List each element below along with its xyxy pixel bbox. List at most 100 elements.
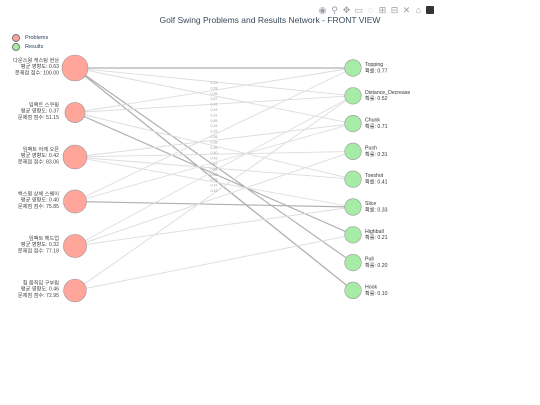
problem-label: 임팩트 스쿠핑 bbox=[29, 101, 59, 109]
edge-weight-label: 0.85 bbox=[211, 119, 218, 123]
problem-node[interactable] bbox=[63, 278, 87, 303]
result-label: Topping bbox=[365, 62, 383, 68]
edge-3-5 bbox=[74, 200, 354, 208]
result-label: 확률: 0.41 bbox=[365, 178, 388, 186]
edge-weight-label: 0.33 bbox=[211, 130, 218, 134]
edge-2-2 bbox=[74, 123, 354, 158]
problem-label: 다운스윙 캐스팅 현상 bbox=[13, 56, 59, 64]
legend-item-results[interactable]: Results bbox=[12, 42, 48, 51]
edge-layer bbox=[74, 67, 354, 291]
zoom-in-icon[interactable]: ⊞ bbox=[378, 4, 387, 15]
zoom-icon[interactable]: ⚲ bbox=[331, 4, 338, 15]
chart-title: Golf Swing Problems and Results Network … bbox=[159, 15, 381, 25]
edge-weight-label: 0.38 bbox=[211, 140, 218, 144]
result-node[interactable] bbox=[344, 226, 362, 244]
result-label: 확률: 0.10 bbox=[365, 289, 388, 297]
legend: Problems Results bbox=[12, 33, 48, 51]
edge-4-3 bbox=[74, 150, 354, 247]
problem-label: 임팩트 헤드업 bbox=[29, 234, 59, 242]
results-legend-marker bbox=[12, 42, 20, 51]
edge-4-5 bbox=[74, 206, 354, 247]
problem-node[interactable] bbox=[63, 234, 87, 258]
problem-label: 문제점 점수: 75.85 bbox=[18, 202, 59, 210]
edge-weight-label: 0.40 bbox=[211, 151, 218, 155]
result-node[interactable] bbox=[344, 142, 362, 160]
problem-node[interactable] bbox=[61, 54, 89, 82]
reset-icon[interactable]: ⌂ bbox=[415, 4, 422, 15]
edge-weight-label: 0.23 bbox=[211, 81, 218, 85]
edge-5-1 bbox=[74, 95, 354, 291]
result-node[interactable] bbox=[344, 254, 362, 272]
edge-1-6 bbox=[74, 111, 354, 236]
result-node[interactable] bbox=[344, 170, 362, 188]
lasso-icon[interactable]: ◌ bbox=[367, 4, 374, 15]
problem-label: 문제점 점수: 51.15 bbox=[18, 113, 59, 121]
edge-1-0 bbox=[74, 67, 354, 113]
edge-weight-label: 0.47 bbox=[211, 184, 218, 188]
edge-weight-label: 0.31 bbox=[211, 113, 218, 117]
edge-weight-label: 0.36 bbox=[211, 135, 218, 139]
problem-label: 힙 움직임 구부림 bbox=[23, 279, 60, 287]
edge-weight-label: 0.41 bbox=[211, 103, 218, 107]
problem-label: 평균 영향도: 0.40 bbox=[21, 196, 59, 204]
result-label: 확률: 0.21 bbox=[365, 233, 388, 241]
result-node[interactable] bbox=[344, 59, 362, 77]
problem-label: 백스윙 상체 스웨이 bbox=[18, 190, 59, 198]
result-label: 확률: 0.20 bbox=[365, 261, 388, 269]
result-label: Chunk bbox=[365, 118, 380, 124]
result-label: Push bbox=[365, 145, 377, 151]
problems-legend-marker bbox=[12, 33, 20, 42]
edge-weight-label: 0.42 bbox=[211, 167, 218, 171]
result-label: Highball bbox=[365, 229, 384, 235]
result-node[interactable] bbox=[344, 198, 362, 216]
result-label: Distance_Decrease bbox=[365, 90, 410, 96]
box-select-icon[interactable]: ▭ bbox=[354, 4, 363, 15]
problem-label: 임팩트 어깨 오픈 bbox=[23, 145, 60, 153]
edge-3-0 bbox=[74, 67, 354, 202]
edge-3-2 bbox=[74, 123, 354, 202]
edge-2-3 bbox=[74, 150, 354, 158]
problem-label: 평균 영향도: 0.46 bbox=[21, 285, 59, 293]
result-label: 확률: 0.31 bbox=[365, 150, 388, 158]
camera-icon[interactable]: ◉ bbox=[318, 4, 327, 15]
edge-weight-label: 0.35 bbox=[211, 92, 218, 96]
problem-node[interactable] bbox=[62, 144, 88, 170]
zoom-out-icon[interactable]: ⊟ bbox=[390, 4, 399, 15]
problem-label: 평균 영향도: 0.37 bbox=[21, 107, 59, 115]
result-label: 확률: 0.77 bbox=[365, 66, 388, 74]
legend-item-problems[interactable]: Problems bbox=[12, 33, 48, 42]
plotly-logo-icon[interactable] bbox=[426, 6, 434, 14]
problem-label: 문제점 점수: 83.06 bbox=[18, 157, 59, 165]
edge-weight-label: 0.35 bbox=[211, 146, 218, 150]
problem-label: 문제점 점수: 77.18 bbox=[18, 246, 59, 254]
result-node[interactable] bbox=[344, 114, 362, 133]
edge-0-7 bbox=[74, 67, 354, 264]
edge-weight-label: 0.29 bbox=[211, 124, 218, 128]
edge-weight-label: 0.40 bbox=[211, 173, 218, 177]
edge-weight-label: 0.42 bbox=[211, 157, 218, 161]
result-node[interactable] bbox=[344, 281, 362, 300]
pan-icon[interactable]: ✥ bbox=[342, 4, 351, 15]
edge-1-4 bbox=[74, 112, 354, 180]
edge-weight-label: 0.43 bbox=[211, 189, 218, 193]
edge-weight-label: 0.28 bbox=[211, 86, 218, 90]
edge-2-4 bbox=[74, 156, 354, 180]
problem-node[interactable] bbox=[63, 189, 87, 214]
problem-label: 평균 영향도: 0.32 bbox=[21, 240, 59, 248]
result-label: 확률: 0.33 bbox=[365, 205, 388, 213]
problem-node[interactable] bbox=[64, 102, 86, 123]
edge-0-1 bbox=[74, 67, 354, 97]
result-node[interactable] bbox=[344, 87, 362, 105]
edge-0-2 bbox=[74, 67, 354, 125]
autoscale-icon[interactable]: ✕ bbox=[402, 4, 411, 15]
legend-label-results: Results bbox=[25, 43, 44, 50]
modebar: ◉ ⚲ ✥ ▭ ◌ ⊞ ⊟ ✕ ⌂ bbox=[318, 4, 434, 16]
problem-label: 평균 영향도: 0.63 bbox=[21, 62, 59, 70]
result-label: Toeshot bbox=[365, 173, 384, 179]
edge-5-6 bbox=[74, 234, 354, 291]
edge-weight-labels: 0.230.280.350.670.410.190.310.850.290.33… bbox=[211, 81, 218, 193]
edge-weight-label: 0.47 bbox=[211, 162, 218, 166]
